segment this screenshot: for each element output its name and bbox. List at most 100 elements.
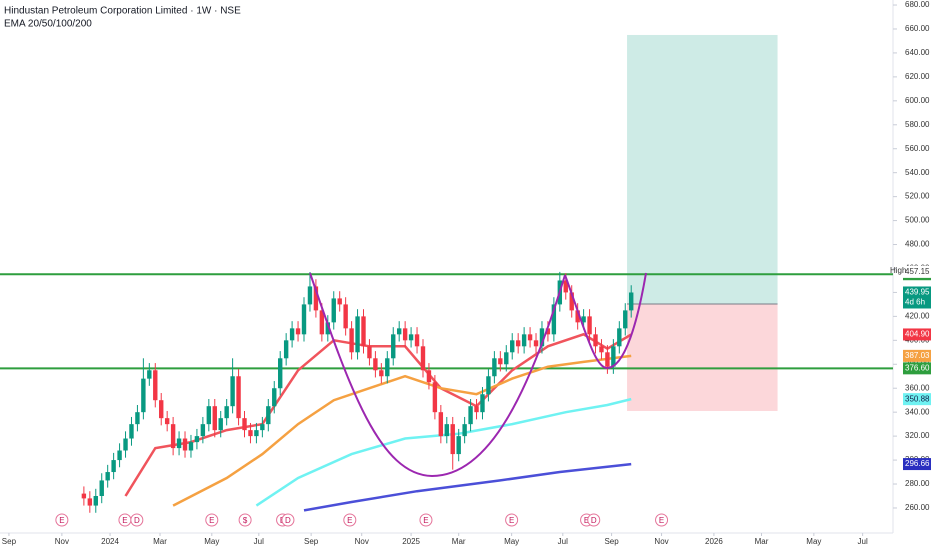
price-label: 350.88 bbox=[905, 394, 930, 403]
event-marker bbox=[587, 513, 601, 527]
candle-body bbox=[278, 358, 283, 389]
candle-body bbox=[492, 358, 497, 377]
chart-title: Hindustan Petroleum Corporation Limited … bbox=[4, 6, 241, 17]
y-tick-label: 500.00 bbox=[905, 216, 930, 225]
event-marker bbox=[505, 513, 519, 527]
y-tick-label: 620.00 bbox=[905, 72, 930, 81]
y-tick-label: 260.00 bbox=[905, 503, 930, 512]
candle-body bbox=[575, 310, 580, 323]
candle-body bbox=[147, 370, 152, 379]
candle-body bbox=[450, 424, 455, 455]
event-marker bbox=[655, 513, 669, 527]
candle-body bbox=[367, 346, 372, 359]
candle-body bbox=[266, 406, 271, 425]
candle-body bbox=[99, 480, 104, 496]
profit-zone bbox=[627, 34, 778, 305]
candle-body bbox=[176, 438, 182, 449]
x-tick-label: Sep bbox=[604, 537, 619, 546]
candle-body bbox=[438, 412, 444, 437]
candle-body bbox=[623, 310, 628, 329]
candle-body bbox=[432, 382, 438, 413]
event-marker bbox=[343, 513, 357, 527]
event-label: E bbox=[509, 516, 514, 525]
price-label-tag: High bbox=[890, 266, 906, 275]
x-tick-label: Sep bbox=[304, 537, 319, 546]
candle-body bbox=[349, 328, 354, 353]
candle-body bbox=[188, 442, 194, 451]
y-tick-label: 360.00 bbox=[905, 383, 930, 392]
x-tick-label: 2024 bbox=[101, 537, 119, 546]
candle-body bbox=[504, 352, 509, 365]
candle-body bbox=[254, 430, 259, 437]
price-label: 404.90 bbox=[905, 330, 930, 339]
ema-line bbox=[172, 354, 632, 507]
candle-body bbox=[593, 334, 598, 347]
candle-body bbox=[200, 424, 206, 437]
event-marker bbox=[55, 513, 69, 527]
event-label: D bbox=[285, 516, 291, 525]
candle-body bbox=[414, 334, 420, 347]
y-tick-label: 580.00 bbox=[905, 120, 930, 129]
y-tick-label: 540.00 bbox=[905, 168, 930, 177]
candle-body bbox=[420, 346, 426, 371]
candle-body bbox=[81, 493, 87, 499]
candle-body bbox=[224, 406, 229, 419]
candle-body bbox=[402, 328, 408, 341]
x-tick-label: Mar bbox=[153, 537, 167, 546]
indicator-legend: EMA 20/50/100/200 bbox=[4, 19, 92, 30]
candle-body bbox=[159, 400, 164, 419]
candle-body bbox=[212, 406, 217, 431]
price-label-box bbox=[903, 328, 931, 341]
y-tick-label: 560.00 bbox=[905, 144, 930, 153]
candle-body bbox=[611, 346, 616, 367]
x-tick-label: 2025 bbox=[402, 537, 420, 546]
handle-drawing bbox=[564, 272, 647, 370]
candle-body bbox=[444, 424, 449, 437]
candle-body bbox=[569, 292, 574, 311]
candle-body bbox=[135, 412, 140, 425]
candle-body bbox=[391, 334, 396, 359]
candle-body bbox=[283, 340, 289, 359]
x-tick-label: May bbox=[204, 537, 219, 546]
y-tick-label: 680.00 bbox=[905, 0, 930, 9]
candle-body bbox=[617, 328, 622, 347]
candle-body bbox=[93, 495, 98, 506]
candle-body bbox=[194, 436, 200, 443]
candle-body bbox=[527, 334, 533, 341]
y-tick-label: 640.00 bbox=[905, 48, 930, 57]
candle-body bbox=[474, 406, 479, 413]
candle-body bbox=[325, 322, 331, 335]
candle-body bbox=[563, 280, 568, 293]
x-tick-label: Jul bbox=[558, 537, 568, 546]
x-tick-label: Mar bbox=[755, 537, 769, 546]
x-tick-label: Nov bbox=[55, 537, 69, 546]
x-tick-label: Jul bbox=[254, 537, 264, 546]
price-label-tag: 4d 6h bbox=[905, 298, 925, 307]
candle-body bbox=[206, 406, 212, 425]
candle-body bbox=[480, 394, 485, 413]
candle-body bbox=[486, 376, 491, 395]
event-label: E bbox=[423, 516, 428, 525]
x-tick-label: Sep bbox=[2, 537, 17, 546]
candle-body bbox=[319, 310, 325, 335]
level-label: 376.60 bbox=[905, 363, 930, 372]
price-label: 439.95 bbox=[905, 288, 930, 297]
x-tick-label: Nov bbox=[654, 537, 668, 546]
candle-body bbox=[385, 358, 390, 377]
event-marker bbox=[130, 513, 144, 527]
candle-body bbox=[164, 418, 170, 425]
candle-body bbox=[230, 376, 235, 407]
event-label: $ bbox=[243, 516, 248, 525]
event-marker bbox=[281, 513, 295, 527]
candle-body bbox=[343, 304, 348, 329]
candle-body bbox=[129, 424, 134, 439]
candle-body bbox=[182, 438, 188, 451]
cup-drawing bbox=[309, 272, 566, 478]
candle-body bbox=[331, 298, 336, 323]
x-tick-label: Mar bbox=[452, 537, 466, 546]
candle-body bbox=[301, 304, 307, 335]
event-label: E bbox=[347, 516, 352, 525]
candle-body bbox=[539, 328, 545, 347]
